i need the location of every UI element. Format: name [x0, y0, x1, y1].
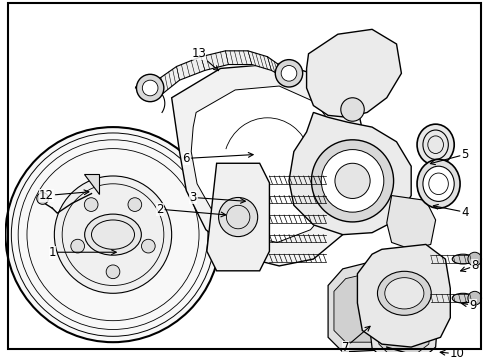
Polygon shape — [176, 57, 204, 80]
Text: 4: 4 — [432, 204, 468, 219]
Circle shape — [321, 150, 383, 212]
Circle shape — [142, 80, 158, 96]
Circle shape — [275, 60, 302, 87]
Ellipse shape — [451, 254, 473, 264]
Ellipse shape — [84, 214, 141, 255]
Circle shape — [311, 140, 393, 222]
PathPatch shape — [288, 112, 410, 235]
Circle shape — [71, 239, 84, 253]
Circle shape — [334, 163, 369, 198]
Text: 9: 9 — [461, 298, 476, 311]
Polygon shape — [201, 51, 228, 71]
Circle shape — [467, 291, 481, 305]
PathPatch shape — [191, 86, 340, 243]
Text: 6: 6 — [182, 152, 253, 165]
Text: 11: 11 — [0, 359, 1, 360]
Text: 3: 3 — [189, 191, 245, 204]
Circle shape — [136, 74, 163, 102]
Circle shape — [141, 239, 155, 253]
PathPatch shape — [368, 309, 437, 360]
Circle shape — [128, 198, 142, 211]
PathPatch shape — [327, 259, 396, 352]
Circle shape — [84, 198, 98, 211]
Polygon shape — [247, 51, 271, 71]
Polygon shape — [157, 67, 179, 96]
Circle shape — [467, 252, 481, 266]
Ellipse shape — [416, 124, 453, 165]
Ellipse shape — [416, 159, 459, 208]
Text: 7: 7 — [341, 326, 369, 354]
Circle shape — [106, 265, 120, 279]
Ellipse shape — [377, 271, 430, 315]
Circle shape — [218, 198, 257, 237]
PathPatch shape — [206, 163, 269, 271]
PathPatch shape — [306, 29, 401, 117]
PathPatch shape — [386, 195, 435, 249]
Ellipse shape — [422, 166, 453, 201]
Circle shape — [54, 176, 171, 293]
Circle shape — [37, 193, 48, 204]
PathPatch shape — [333, 271, 391, 342]
PathPatch shape — [357, 244, 449, 347]
Circle shape — [281, 66, 296, 81]
Text: 2: 2 — [156, 203, 225, 217]
PathPatch shape — [171, 64, 366, 266]
Text: 1: 1 — [48, 246, 116, 259]
PathPatch shape — [83, 174, 99, 194]
Text: 12: 12 — [39, 189, 89, 202]
Text: 5: 5 — [429, 148, 468, 165]
Text: 10: 10 — [439, 347, 464, 360]
Ellipse shape — [451, 293, 473, 303]
PathPatch shape — [386, 272, 435, 315]
Circle shape — [340, 98, 364, 121]
Polygon shape — [267, 57, 288, 80]
PathPatch shape — [376, 316, 430, 354]
Circle shape — [427, 354, 443, 360]
Text: 8: 8 — [460, 260, 477, 273]
Circle shape — [5, 127, 220, 342]
Text: 13: 13 — [191, 47, 218, 71]
Polygon shape — [225, 51, 251, 64]
Ellipse shape — [384, 278, 423, 309]
